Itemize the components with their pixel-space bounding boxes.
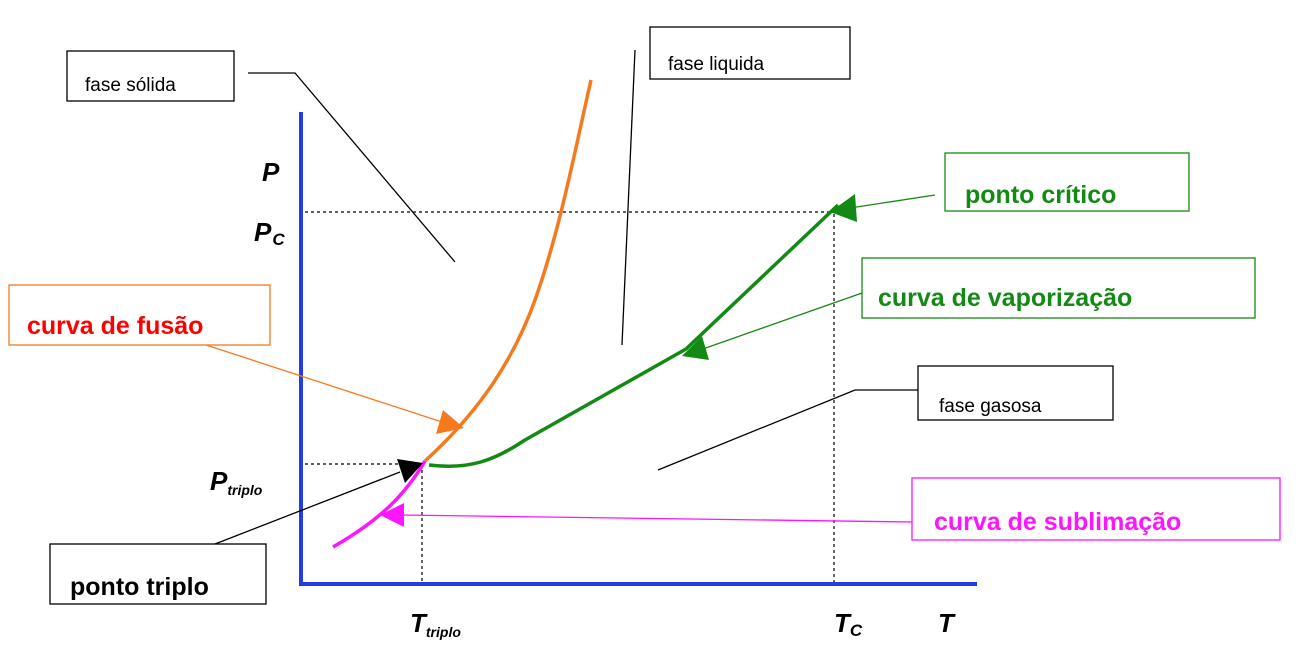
curva-vaporizacao-arrowhead (682, 336, 709, 360)
ponto-critico-arrow-line (849, 194, 936, 209)
ttriplo-label-main: T (410, 608, 428, 638)
fase-liquida-leader (621, 49, 636, 346)
curva-vaporizacao-label: curva de vaporização (878, 284, 1132, 312)
ponto-critico-arrowhead (830, 194, 857, 222)
fase-solida-leader (248, 72, 456, 263)
tc-label-main: T (834, 608, 852, 638)
curva-fusao-arrowhead (436, 410, 464, 434)
p-axis-label: P (262, 157, 280, 187)
tc-label-sub: C (850, 621, 863, 640)
ptriplo-label: Ptriplo (210, 466, 263, 498)
fase-solida-label: fase sólida (85, 75, 176, 96)
pc-label: PC (254, 217, 285, 249)
fase-gasosa-box (917, 365, 1114, 421)
t-axis-label: T (938, 608, 956, 638)
curva-fusao-label: curva de fusão (27, 312, 203, 340)
fase-gasosa-leader (657, 389, 918, 471)
curva-vaporizacao-arrow-line (699, 292, 863, 351)
fusion-curve (423, 79, 593, 463)
fase-gasosa-label: fase gasosa (939, 396, 1042, 417)
fase-liquida-label: fase liquida (668, 54, 765, 75)
vaporization-curve (428, 203, 840, 469)
curva-sublimacao-arrow-line (399, 514, 913, 523)
curva-fusao-box (8, 284, 271, 346)
tc-label: TC (834, 608, 863, 640)
curva-fusao-arrow-line (205, 344, 446, 424)
ttriplo-label-sub: triplo (426, 624, 461, 640)
ponto-critico-label: ponto crítico (965, 181, 1116, 209)
ponto-critico-box (944, 152, 1190, 212)
curva-sublimacao-arrowhead (380, 503, 404, 527)
ponto-triplo-label: ponto triplo (70, 573, 209, 601)
fase-solida-box (66, 50, 235, 102)
pc-label-main: P (254, 217, 272, 247)
pc-label-sub: C (272, 230, 285, 249)
curva-sublimacao-label: curva de sublimação (934, 508, 1181, 536)
ponto-triplo-arrow-line (214, 471, 401, 545)
sublimation-curve (332, 460, 427, 549)
curva-sublimacao-box (911, 477, 1281, 541)
ttriplo-label: Ttriplo (410, 608, 461, 640)
ptriplo-label-main: P (210, 466, 228, 496)
ptriplo-label-sub: triplo (227, 482, 262, 498)
ponto-triplo-arrowhead (397, 459, 423, 483)
curva-vaporizacao-box (861, 257, 1256, 319)
ponto-triplo-box (49, 543, 267, 605)
fase-liquida-box (649, 26, 851, 80)
